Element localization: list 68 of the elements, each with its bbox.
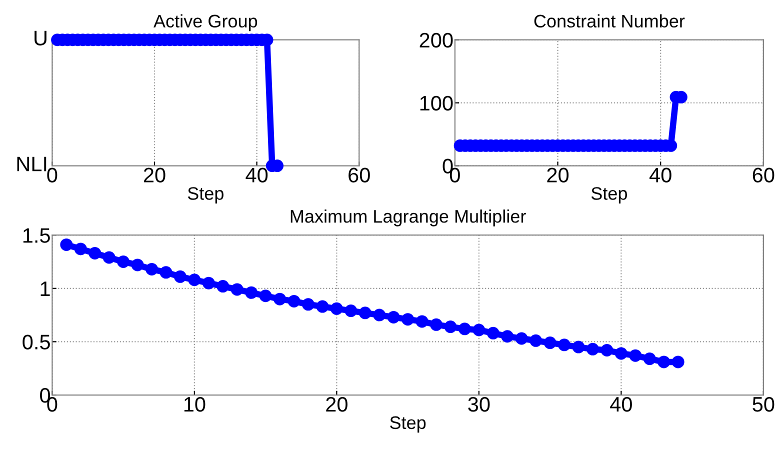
- x-tick-label: 20: [547, 168, 569, 182]
- x-axis-title: Step: [188, 187, 224, 204]
- point: [146, 262, 158, 276]
- chart-title: Maximum Lagrange Multiplier: [290, 210, 526, 226]
- point: [316, 300, 329, 313]
- point: [458, 322, 471, 336]
- text: NLI: [17, 156, 46, 172]
- point: [402, 313, 414, 326]
- x-tick-label: 40: [610, 396, 632, 412]
- point: [515, 332, 528, 345]
- point: [600, 344, 614, 356]
- x-tick-label: 50: [752, 396, 774, 412]
- point: [344, 304, 358, 318]
- x-tick-label: 30: [468, 396, 490, 412]
- point: [245, 286, 258, 299]
- point: [259, 290, 272, 302]
- x-axis-title: Step: [390, 416, 426, 433]
- x-tick-label: 10: [184, 396, 206, 412]
- point: [358, 306, 372, 320]
- point: [530, 334, 542, 347]
- x-tick-label: 20: [326, 396, 348, 412]
- point: [629, 349, 642, 362]
- point: [216, 280, 230, 293]
- chart-title: Constraint Number: [534, 14, 685, 28]
- x-tick-label: 60: [348, 168, 370, 182]
- point: [160, 266, 172, 279]
- point: [387, 310, 400, 324]
- point: [202, 276, 215, 290]
- point: [288, 294, 300, 308]
- point: [486, 326, 500, 340]
- point: [188, 274, 201, 286]
- point: [274, 292, 286, 306]
- point: [230, 283, 244, 296]
- point: [672, 356, 684, 368]
- point: [444, 320, 457, 334]
- point: [74, 242, 87, 256]
- point: [102, 251, 116, 264]
- point: [501, 330, 514, 343]
- chart-title: Active Group: [154, 14, 258, 32]
- y-tick-label: 0.5: [22, 334, 50, 350]
- point: [586, 342, 599, 356]
- y-tick-label: 200: [420, 32, 453, 48]
- x-axis-title: Step: [591, 187, 627, 204]
- point: [174, 270, 186, 283]
- point: [416, 315, 428, 328]
- point: [117, 256, 130, 268]
- x-tick-label: 20: [144, 168, 166, 182]
- point: [373, 308, 386, 322]
- point: [88, 246, 102, 260]
- point: [544, 336, 556, 350]
- point: [658, 356, 670, 368]
- text: U: [34, 30, 46, 46]
- y-tick-label: 1: [40, 282, 50, 296]
- point: [302, 298, 314, 311]
- y-tick-label: 100: [420, 96, 453, 111]
- point: [643, 352, 656, 366]
- point: [614, 347, 628, 360]
- x-tick-label: 40: [649, 168, 672, 182]
- point: [572, 340, 585, 354]
- point: [60, 238, 73, 251]
- y-tick-label: 1.5: [23, 228, 50, 243]
- point: [330, 302, 343, 315]
- point: [558, 338, 571, 352]
- point: [472, 324, 486, 336]
- point: [430, 318, 443, 331]
- point: [131, 258, 144, 272]
- x-tick-label: 60: [752, 168, 774, 182]
- x-tick-label: 40: [246, 168, 268, 182]
